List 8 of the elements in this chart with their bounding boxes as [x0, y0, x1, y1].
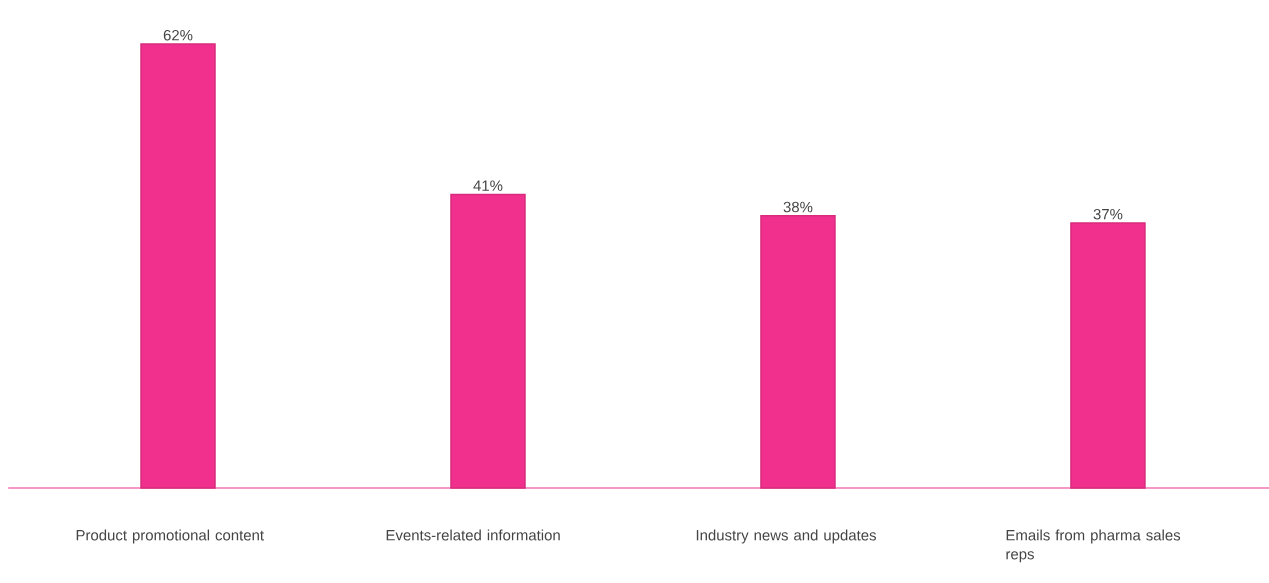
- data-label: 37%: [1093, 208, 1123, 220]
- x-tick-label: Emails from pharma sales reps: [1006, 529, 1181, 563]
- x-tick-label: Product promotional content: [76, 529, 264, 544]
- data-label: 38%: [783, 201, 813, 213]
- x-tick-label: Events-related information: [386, 529, 560, 541]
- x-tick-label: Industry news and updates: [696, 529, 876, 544]
- data-label: 62%: [163, 29, 193, 41]
- data-label: 41%: [473, 180, 503, 191]
